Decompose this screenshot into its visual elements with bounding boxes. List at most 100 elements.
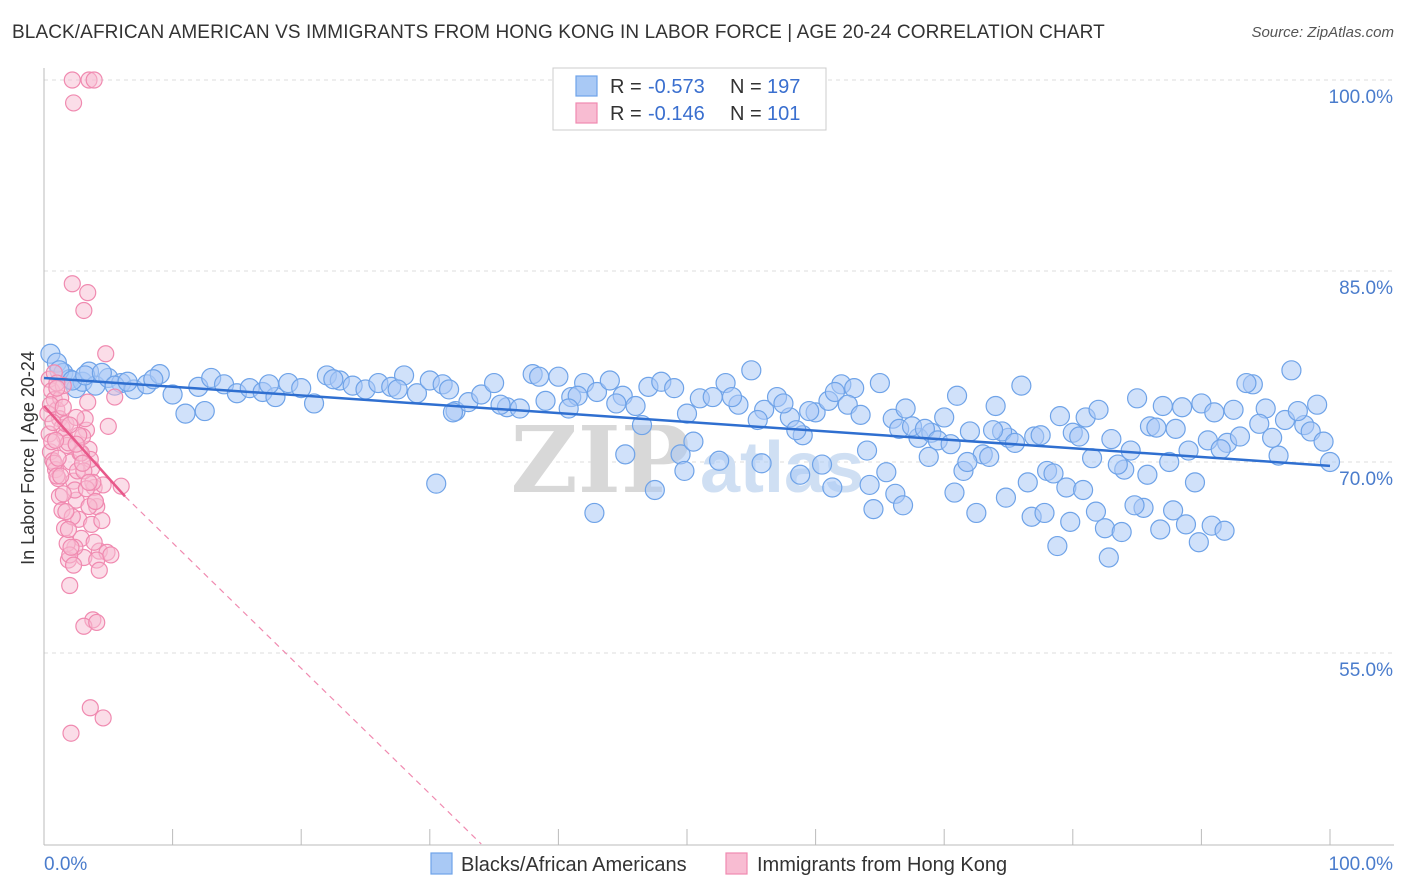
stats-n-label-2: N = <box>730 103 762 125</box>
legend-swatch-hongkong <box>725 852 748 875</box>
data-point-blacks <box>946 385 968 406</box>
data-point-hongkong <box>49 449 67 467</box>
data-point-blacks <box>529 366 550 387</box>
data-point-blacks <box>1049 406 1071 427</box>
data-point-blacks <box>1124 495 1145 516</box>
data-point-blacks <box>606 393 627 414</box>
legend-label-hongkong: Immigrants from Hong Kong <box>757 854 1007 876</box>
data-point-blacks <box>957 451 978 473</box>
series-legend: Blacks/African Americans Immigrants from… <box>430 852 1007 876</box>
data-point-blacks <box>982 420 1004 441</box>
data-point-blacks <box>1126 388 1148 409</box>
data-point-blacks <box>1159 451 1180 473</box>
data-point-blacks <box>1152 395 1173 417</box>
data-point-blacks <box>509 398 530 419</box>
data-point-blacks <box>674 460 695 482</box>
watermark-zip: ZIP <box>511 406 690 514</box>
data-point-blacks <box>966 502 987 524</box>
data-point-hongkong <box>62 538 80 556</box>
data-point-blacks <box>822 477 843 498</box>
y-axis-label: In Labor Force | Age 20-24 <box>18 351 38 565</box>
data-point-hongkong <box>59 520 78 539</box>
trend-line-blacks <box>43 376 1331 468</box>
trend-line-hongkong <box>43 405 126 498</box>
stats-n-label-1: N = <box>730 76 762 98</box>
data-point-blacks <box>1249 413 1270 434</box>
data-point-blacks <box>599 370 620 391</box>
data-point-blacks <box>985 395 1006 417</box>
data-point-blacks <box>586 381 608 403</box>
data-point-blacks <box>1060 511 1081 532</box>
data-point-blacks <box>1043 463 1064 484</box>
data-point-blacks <box>1223 399 1244 420</box>
data-point-blacks <box>741 360 762 381</box>
data-point-hongkong <box>81 699 99 717</box>
data-point-hongkong <box>63 275 81 293</box>
data-point-blacks <box>175 403 196 424</box>
stats-r-label-1: R = <box>610 76 642 98</box>
data-point-blacks <box>1094 518 1116 539</box>
data-point-blacks <box>1165 418 1186 439</box>
data-point-blacks <box>1184 472 1206 493</box>
data-point-blacks <box>535 390 556 411</box>
series-blacks-points <box>40 343 1341 568</box>
data-point-blacks <box>584 502 605 524</box>
data-point-blacks <box>323 369 344 390</box>
data-point-hongkong <box>52 467 70 485</box>
data-point-blacks <box>615 444 636 465</box>
data-point-hongkong <box>54 485 72 503</box>
data-point-blacks <box>471 384 492 405</box>
data-point-blacks <box>490 394 511 415</box>
x-tick-label: 100.0% <box>1329 854 1394 875</box>
data-point-hongkong <box>64 94 83 112</box>
data-point-blacks <box>1287 400 1308 422</box>
data-point-hongkong <box>85 71 103 89</box>
y-tick-label: 100.0% <box>1329 87 1394 108</box>
trend-line-hongkong-extension <box>124 495 482 845</box>
data-point-blacks <box>1281 360 1302 381</box>
data-point-blacks <box>1081 448 1103 469</box>
data-point-blacks <box>850 404 871 425</box>
data-point-blacks <box>995 487 1017 508</box>
data-point-blacks <box>442 402 464 423</box>
trend-lines <box>43 376 1331 845</box>
data-point-hongkong <box>64 556 83 574</box>
y-tick-label: 70.0% <box>1339 469 1393 490</box>
data-point-blacks <box>751 453 772 474</box>
legend-label-blacks: Blacks/African Americans <box>461 854 687 876</box>
data-point-blacks <box>194 400 215 422</box>
data-point-blacks <box>1056 477 1077 498</box>
data-point-blacks <box>747 409 768 431</box>
data-point-blacks <box>940 434 961 455</box>
stats-legend-box <box>552 67 827 131</box>
data-point-hongkong <box>90 561 108 579</box>
data-point-blacks <box>1101 428 1122 450</box>
data-point-blacks <box>709 450 730 471</box>
data-point-blacks <box>1047 535 1068 557</box>
data-point-blacks <box>1030 425 1051 446</box>
data-point-blacks <box>895 398 916 419</box>
data-point-blacks <box>426 473 447 494</box>
data-point-blacks <box>1307 394 1328 415</box>
data-point-blacks <box>959 421 981 442</box>
stats-legend-pink-swatch <box>575 102 598 124</box>
data-point-hongkong <box>48 379 66 397</box>
data-point-blacks <box>721 386 743 408</box>
data-point-blacks <box>824 381 845 403</box>
data-point-blacks <box>438 379 460 400</box>
data-point-blacks <box>644 479 665 501</box>
data-point-hongkong <box>79 284 97 302</box>
data-point-hongkong <box>79 393 97 411</box>
data-point-blacks <box>790 464 811 485</box>
data-point-blacks <box>876 462 897 483</box>
data-point-blacks <box>1011 375 1032 396</box>
series-hongkong-points <box>39 71 130 742</box>
data-point-blacks <box>1210 439 1231 460</box>
data-point-blacks <box>1069 426 1090 447</box>
data-point-hongkong <box>97 345 115 363</box>
data-point-blacks <box>773 393 794 414</box>
data-point-blacks <box>1214 520 1235 541</box>
data-point-blacks <box>1188 532 1209 553</box>
data-point-blacks <box>918 446 939 468</box>
y-tick-label: 85.0% <box>1339 278 1393 299</box>
